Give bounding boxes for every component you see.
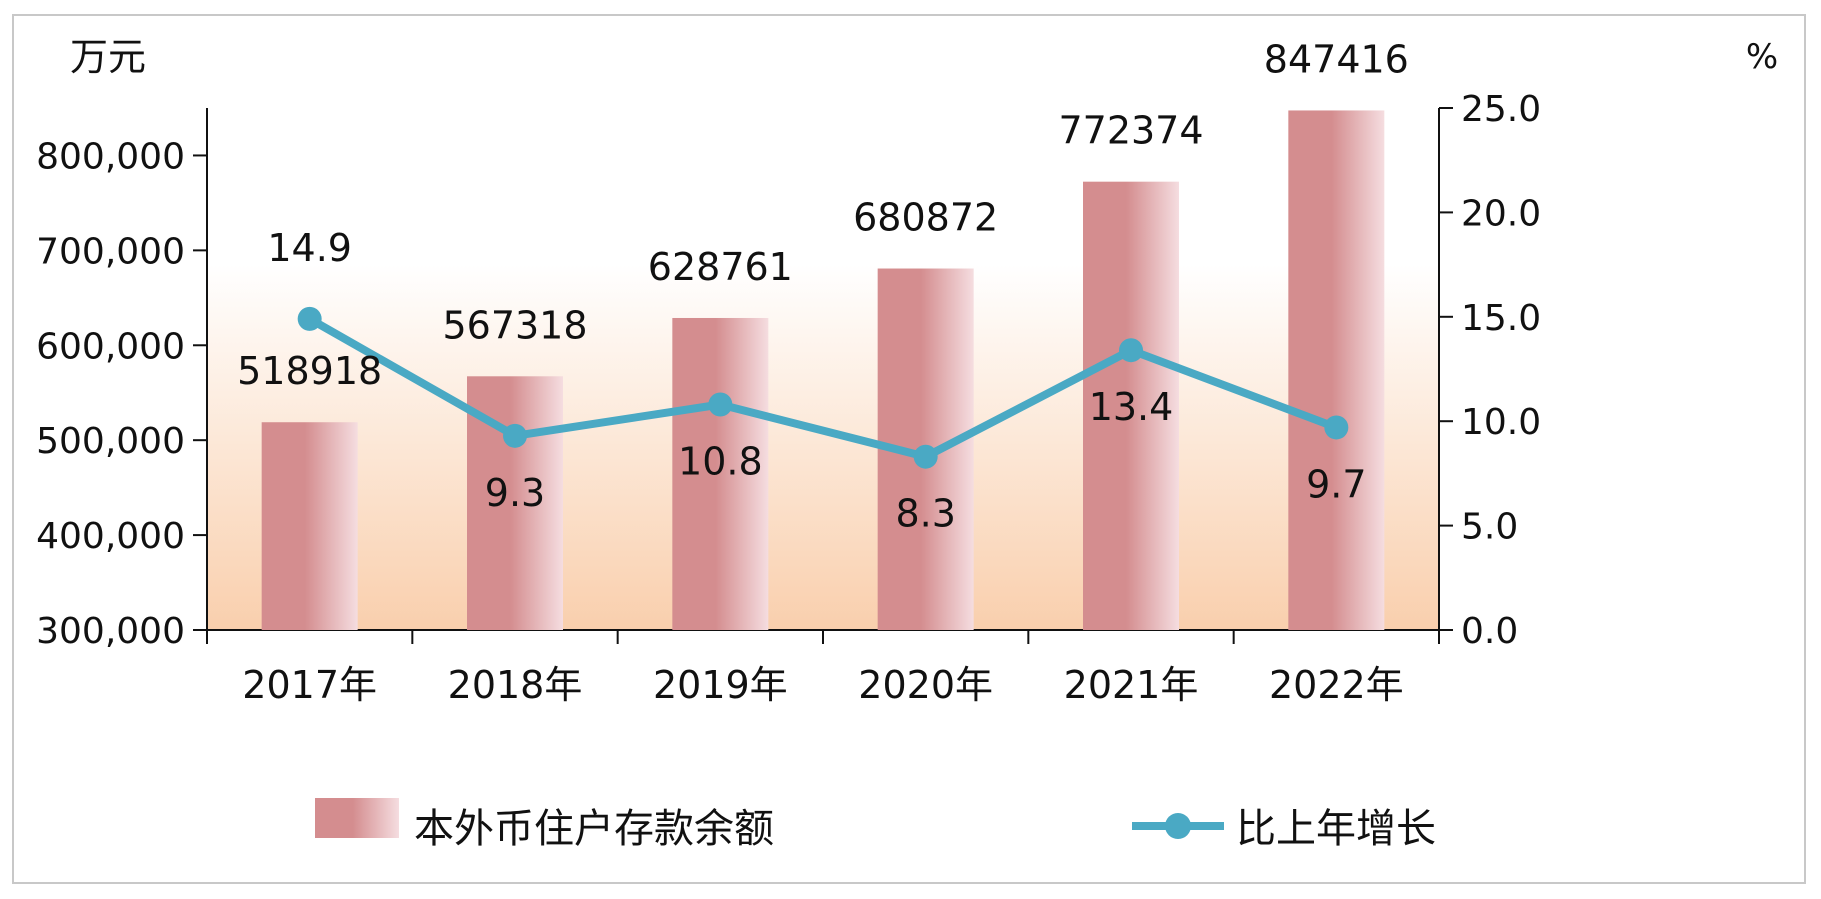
growth-point	[297, 306, 322, 331]
y-tick-label-right: 20.0	[1461, 193, 1541, 234]
bar-value-label: 772374	[1058, 109, 1203, 153]
line-value-label: 9.7	[1306, 462, 1366, 506]
x-tick-label: 2018年	[448, 663, 583, 707]
x-tick-label: 2022年	[1269, 663, 1404, 707]
bar-value-label: 567318	[442, 303, 587, 347]
chart-frame: 300,000 400,000 500,000 600,000 700,000 800,0…	[12, 14, 1806, 884]
line-value-label: 8.3	[895, 492, 955, 536]
y-tick-label-left: 300,000	[36, 611, 185, 652]
y-tick-label-left: 500,000	[36, 421, 185, 462]
y-tick-label-left: 600,000	[36, 326, 185, 367]
legend-bar-label: 本外币住户存款余额	[414, 806, 774, 852]
bar	[1083, 181, 1179, 630]
bar	[672, 317, 769, 630]
y-tick-label-right: 15.0	[1461, 298, 1541, 339]
legend-line-label: 比上年增长	[1236, 806, 1436, 852]
y-axis-title-right: %	[1746, 37, 1778, 77]
plot-background	[207, 108, 1439, 630]
growth-point	[1119, 338, 1143, 363]
x-tick-label: 2020年	[858, 663, 993, 707]
bar	[261, 422, 358, 630]
line-value-label: 10.8	[678, 439, 763, 483]
growth-point	[1324, 415, 1349, 440]
x-tick-label: 2021年	[1064, 663, 1199, 707]
y-tick-label-right: 10.0	[1461, 402, 1541, 443]
bar-value-label: 518918	[237, 349, 382, 393]
line-value-label: 13.4	[1089, 385, 1174, 429]
line-value-label: 9.3	[485, 471, 545, 515]
y-tick-label-right: 0.0	[1461, 611, 1518, 652]
y-tick-label-left: 400,000	[36, 516, 185, 557]
y-axis-title-left: 万元	[70, 35, 146, 79]
bar-value-label: 680872	[853, 196, 998, 240]
bar-value-label: 628761	[648, 245, 793, 289]
y-tick-label-right: 25.0	[1461, 89, 1541, 130]
y-tick-label-left: 700,000	[36, 231, 185, 272]
y-tick-label-left: 800,000	[36, 136, 185, 177]
line-value-label: 14.9	[267, 226, 352, 270]
legend-bar-swatch	[315, 798, 399, 838]
bar-value-label: 847416	[1264, 37, 1409, 81]
x-tick-label: 2017年	[242, 663, 377, 707]
growth-point	[708, 392, 733, 417]
bar	[1288, 110, 1385, 630]
chart-svg: 300,000 400,000 500,000 600,000 700,000 800,0…	[36, 35, 1778, 852]
x-tick-label: 2019年	[653, 663, 788, 707]
growth-point	[503, 423, 527, 448]
growth-point	[913, 444, 938, 469]
legend-line-marker	[1165, 813, 1191, 839]
y-tick-label-right: 5.0	[1461, 507, 1518, 548]
growth-line	[307, 315, 1338, 461]
